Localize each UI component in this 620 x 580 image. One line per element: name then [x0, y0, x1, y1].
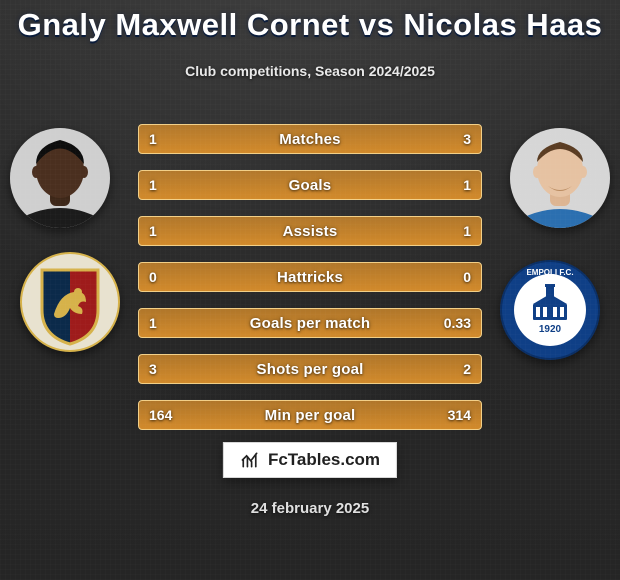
stat-label: Goals — [289, 177, 332, 194]
stat-row: 1 Goals 1 — [138, 170, 482, 200]
stat-row: 3 Shots per goal 2 — [138, 354, 482, 384]
stat-right-value: 0.33 — [434, 309, 481, 337]
brand-text: FcTables.com — [268, 450, 380, 470]
comparison-card: Gnaly Maxwell Cornet vs Nicolas Haas Clu… — [0, 0, 620, 580]
stat-right-value: 2 — [453, 355, 481, 383]
stat-right-value: 3 — [453, 125, 481, 153]
stat-label: Min per goal — [265, 407, 356, 424]
stats-list: 1 Matches 3 1 Goals 1 1 Assists 1 0 Hattricks 0 1 Goa… — [138, 124, 482, 446]
stat-left-value: 1 — [139, 309, 167, 337]
stat-label: Assists — [283, 223, 338, 240]
stat-right-value: 1 — [453, 217, 481, 245]
stat-label: Goals per match — [250, 315, 371, 332]
stat-label: Shots per goal — [257, 361, 364, 378]
stat-left-value: 1 — [139, 125, 167, 153]
player-left-avatar — [10, 128, 110, 228]
page-subtitle: Club competitions, Season 2024/2025 — [0, 63, 620, 79]
svg-text:EMPOLI F.C.: EMPOLI F.C. — [526, 268, 573, 277]
brand-badge: FcTables.com — [223, 442, 397, 478]
stat-label: Hattricks — [277, 269, 343, 286]
stat-left-value: 3 — [139, 355, 167, 383]
stat-left-value: 1 — [139, 171, 167, 199]
club-right-year: 1920 — [539, 324, 562, 335]
stat-right-value: 314 — [438, 401, 481, 429]
date-text: 24 february 2025 — [0, 500, 620, 517]
stat-right-value: 1 — [453, 171, 481, 199]
page-title: Gnaly Maxwell Cornet vs Nicolas Haas — [0, 8, 620, 42]
club-left-crest — [20, 252, 120, 352]
stat-row: 1 Goals per match 0.33 — [138, 308, 482, 338]
stat-row: 1 Assists 1 — [138, 216, 482, 246]
stat-left-value: 1 — [139, 217, 167, 245]
stat-row: 164 Min per goal 314 — [138, 400, 482, 430]
brand-chart-icon — [240, 450, 260, 470]
stat-right-value: 0 — [453, 263, 481, 291]
stat-left-value: 164 — [139, 401, 182, 429]
stat-row: 0 Hattricks 0 — [138, 262, 482, 292]
stat-label: Matches — [279, 131, 340, 148]
stat-row: 1 Matches 3 — [138, 124, 482, 154]
player-right-avatar — [510, 128, 610, 228]
stat-left-value: 0 — [139, 263, 167, 291]
club-right-crest: EMPOLI F.C. 1920 — [500, 260, 600, 360]
